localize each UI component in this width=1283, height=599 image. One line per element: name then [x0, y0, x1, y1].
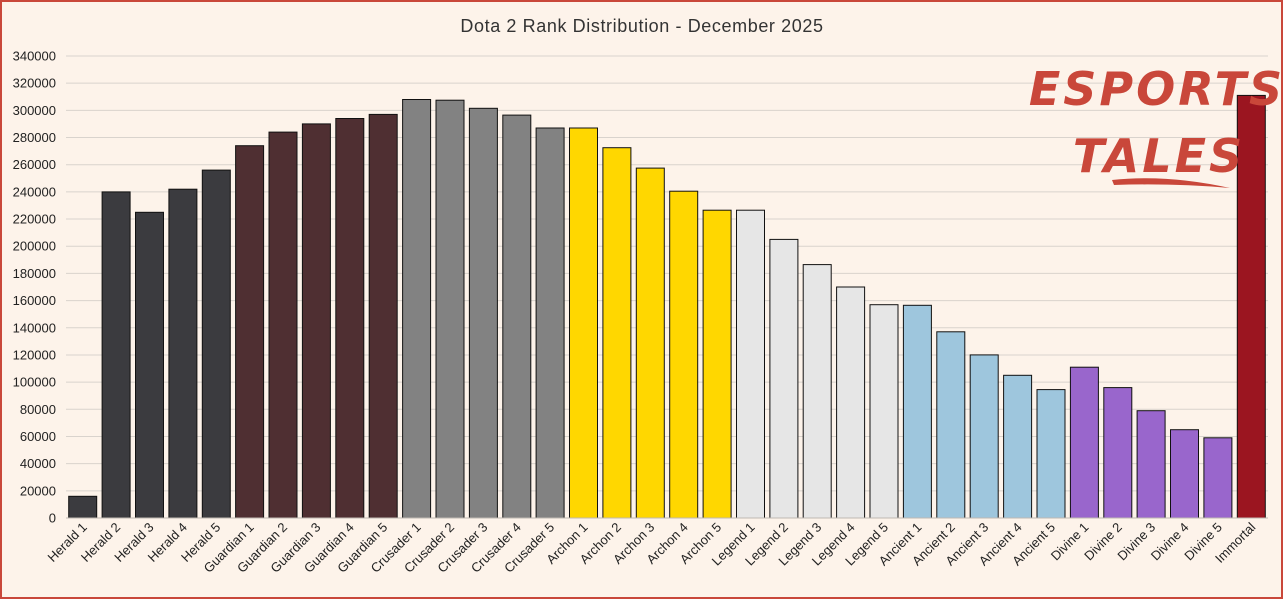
y-tick-label: 80000: [20, 402, 56, 417]
esports-tales-logo: ESPORTS TALES: [1029, 62, 1281, 188]
y-tick-label: 320000: [13, 76, 56, 91]
y-tick-label: 280000: [13, 130, 56, 145]
y-tick-label: 300000: [13, 103, 56, 118]
bar-herald-2: [101, 191, 131, 519]
y-tick-label: 20000: [20, 483, 56, 498]
y-tick-label: 200000: [13, 239, 56, 254]
bar-archon-3: [635, 167, 665, 519]
y-tick-label: 180000: [13, 266, 56, 281]
bars: [68, 94, 1266, 519]
logo-line-2: TALES: [1073, 129, 1245, 183]
bar-ancient-4: [1003, 374, 1033, 519]
bar-guardian-2: [268, 131, 298, 519]
bar-archon-5: [702, 209, 732, 519]
bar-crusader-5: [535, 127, 565, 519]
bar-guardian-1: [235, 145, 265, 519]
bar-herald-3: [135, 211, 164, 519]
bar-crusader-4: [502, 114, 532, 519]
bar-ancient-2: [936, 331, 966, 519]
bar-divine-1: [1069, 366, 1099, 519]
bar-divine-5: [1203, 437, 1233, 519]
bar-divine-4: [1170, 429, 1199, 519]
bar-ancient-1: [902, 304, 932, 519]
chart-title: Dota 2 Rank Distribution - December 2025: [460, 16, 823, 36]
y-tick-label: 140000: [13, 320, 56, 335]
bar-archon-4: [669, 190, 699, 519]
bar-archon-1: [569, 127, 598, 519]
y-tick-label: 340000: [13, 49, 56, 64]
y-tick-label: 260000: [13, 157, 56, 172]
bar-crusader-1: [402, 99, 432, 519]
gridlines: [66, 55, 1268, 492]
bar-divine-3: [1136, 410, 1166, 519]
logo-line-1: ESPORTS: [1029, 62, 1281, 116]
bar-legend-2: [769, 238, 799, 519]
y-tick-label: 240000: [13, 184, 56, 199]
y-tick-label: 60000: [20, 429, 56, 444]
y-tick-label: 160000: [13, 293, 56, 308]
bar-guardian-3: [301, 123, 331, 519]
y-tick-label: 40000: [20, 456, 56, 471]
bar-guardian-5: [368, 113, 398, 519]
bar-divine-2: [1103, 387, 1133, 519]
bar-crusader-2: [435, 99, 465, 519]
bar-herald-5: [201, 169, 231, 519]
bar-ancient-3: [969, 354, 999, 519]
logo-brush-stroke-icon: [1112, 178, 1230, 188]
y-tick-label: 120000: [13, 347, 56, 362]
bar-legend-4: [836, 286, 866, 519]
bar-herald-4: [168, 188, 198, 519]
y-tick-label: 100000: [13, 375, 56, 390]
bar-archon-2: [602, 147, 632, 519]
y-tick-label: 220000: [13, 212, 56, 227]
y-axis-ticks: 0 20000 40000 60000 80000 100000 120000 140000 1…: [13, 49, 56, 526]
y-tick-label: 0: [49, 511, 56, 526]
bar-legend-5: [869, 304, 899, 519]
bar-legend-1: [736, 209, 765, 519]
bar-legend-3: [802, 264, 832, 519]
bar-crusader-3: [468, 107, 498, 519]
bar-ancient-5: [1036, 389, 1066, 519]
bar-guardian-4: [335, 118, 365, 519]
bar-herald-1: [68, 495, 98, 519]
bar-immortal: [1236, 94, 1266, 519]
